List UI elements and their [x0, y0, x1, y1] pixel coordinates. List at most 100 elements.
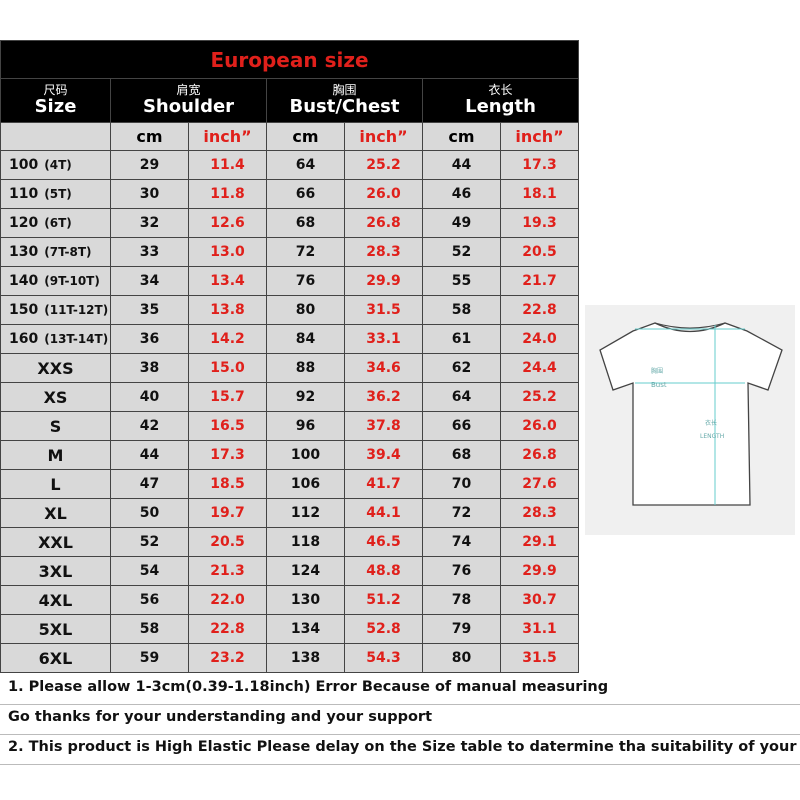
size-label: XL	[44, 503, 67, 523]
cm-value: 78	[422, 585, 501, 615]
inch-value: 26.8	[344, 208, 423, 238]
inch-value: 39.4	[344, 440, 423, 470]
tshirt-diagram: 胸围 Bust 衣长 LENGTH	[585, 305, 795, 535]
inch-value: 16.5	[188, 411, 267, 441]
cm-value: 44	[110, 440, 189, 470]
cm-value: 61	[422, 324, 501, 354]
size-row: 140 (9T-10T) 34 13.4 76 29.9 55 21.7	[0, 266, 580, 296]
size-row: XXS 38 15.0 88 34.6 62 24.4	[0, 353, 580, 383]
size-row: 160 (13T-14T) 36 14.2 84 33.1 61 24.0	[0, 324, 580, 354]
age-label: (6T)	[44, 216, 72, 230]
size-label: 130	[9, 244, 39, 260]
cm-value: 100	[266, 440, 345, 470]
table-title: European size	[0, 40, 580, 79]
size-cell: L	[0, 469, 111, 499]
size-cell: 6XL	[0, 643, 111, 673]
cm-value: 42	[110, 411, 189, 441]
inch-value: 13.8	[188, 295, 267, 325]
size-cell: XS	[0, 382, 111, 412]
size-row: 6XL 59 23.2 138 54.3 80 31.5	[0, 643, 580, 673]
size-row: S 42 16.5 96 37.8 66 26.0	[0, 411, 580, 441]
size-label: 6XL	[38, 648, 73, 668]
size-label: 5XL	[38, 619, 73, 639]
inch-value: 15.0	[188, 353, 267, 383]
cm-value: 55	[422, 266, 501, 296]
unit-label: cm	[110, 122, 189, 151]
size-cell: 110 (5T)	[0, 179, 111, 209]
size-cell: 130 (7T-8T)	[0, 237, 111, 267]
cm-value: 76	[422, 556, 501, 586]
cm-value: 34	[110, 266, 189, 296]
column-header-zh: 肩宽	[176, 83, 201, 97]
inch-value: 13.4	[188, 266, 267, 296]
column-header-zh: 尺码	[43, 83, 68, 97]
column-header-zh: 胸围	[332, 83, 357, 97]
inch-value: 20.5	[188, 527, 267, 557]
size-label: M	[47, 445, 64, 465]
column-header-en: Shoulder	[142, 96, 235, 118]
collar	[654, 322, 726, 329]
cm-value: 72	[422, 498, 501, 528]
inch-value: 12.6	[188, 208, 267, 238]
cm-value: 64	[266, 150, 345, 180]
size-cell: XXL	[0, 527, 111, 557]
inch-value: 52.8	[344, 614, 423, 644]
cm-value: 96	[266, 411, 345, 441]
inch-value: 28.3	[344, 237, 423, 267]
notes: 1. Please allow 1-3cm(0.39-1.18inch) Err…	[0, 675, 800, 765]
inch-value: 11.8	[188, 179, 267, 209]
size-row: 130 (7T-8T) 33 13.0 72 28.3 52 20.5	[0, 237, 580, 267]
cm-value: 130	[266, 585, 345, 615]
cm-value: 52	[422, 237, 501, 267]
size-cell: M	[0, 440, 111, 470]
inch-value: 13.0	[188, 237, 267, 267]
cm-value: 70	[422, 469, 501, 499]
inch-value: 22.0	[188, 585, 267, 615]
cm-value: 88	[266, 353, 345, 383]
column-header-en: Length	[465, 96, 536, 118]
inch-value: 17.3	[188, 440, 267, 470]
cm-value: 29	[110, 150, 189, 180]
cm-value: 36	[110, 324, 189, 354]
header-row: 尺码 Size 肩宽 Shoulder 胸围 Bust/Chest 衣长 Length	[0, 78, 580, 123]
cm-value: 80	[422, 643, 501, 673]
cm-value: 84	[266, 324, 345, 354]
cm-value: 76	[266, 266, 345, 296]
cm-value: 138	[266, 643, 345, 673]
inch-value: 51.2	[344, 585, 423, 615]
inch-value: 21.3	[188, 556, 267, 586]
length-label-zh: 衣长	[705, 419, 717, 427]
size-row: 3XL 54 21.3 124 48.8 76 29.9	[0, 556, 580, 586]
size-row: 110 (5T) 30 11.8 66 26.0 46 18.1	[0, 179, 580, 209]
size-label: XS	[43, 387, 68, 407]
age-label: (11T-12T)	[44, 303, 109, 317]
cm-value: 64	[422, 382, 501, 412]
size-label: L	[50, 474, 61, 494]
size-label: 150	[9, 302, 39, 318]
inch-value: 23.2	[188, 643, 267, 673]
age-label: (5T)	[44, 187, 72, 201]
size-row: 120 (6T) 32 12.6 68 26.8 49 19.3	[0, 208, 580, 238]
note: 2. This product is High Elastic Please d…	[0, 735, 800, 765]
cm-value: 124	[266, 556, 345, 586]
cm-value: 38	[110, 353, 189, 383]
size-label: 100	[9, 157, 39, 173]
cm-value: 30	[110, 179, 189, 209]
size-table: European size 尺码 Size 肩宽 Shoulder 胸围 Bust/Che…	[0, 40, 580, 673]
size-cell: XL	[0, 498, 111, 528]
inch-value: 54.3	[344, 643, 423, 673]
inch-value: 19.3	[499, 208, 580, 238]
size-cell: S	[0, 411, 111, 441]
inch-value: 29.9	[344, 266, 423, 296]
length-label: LENGTH	[700, 433, 724, 440]
cm-value: 58	[110, 614, 189, 644]
inch-value: 24.0	[499, 324, 580, 354]
cm-value: 49	[422, 208, 501, 238]
note: 1. Please allow 1-3cm(0.39-1.18inch) Err…	[0, 675, 800, 705]
size-label: XXL	[38, 532, 73, 552]
unit-row: cm inch” cm inch” cm inch”	[0, 122, 580, 151]
inch-value: 26.8	[499, 440, 580, 470]
age-label: (9T-10T)	[44, 274, 100, 288]
cm-value: 35	[110, 295, 189, 325]
column-header: 尺码 Size	[0, 78, 111, 123]
